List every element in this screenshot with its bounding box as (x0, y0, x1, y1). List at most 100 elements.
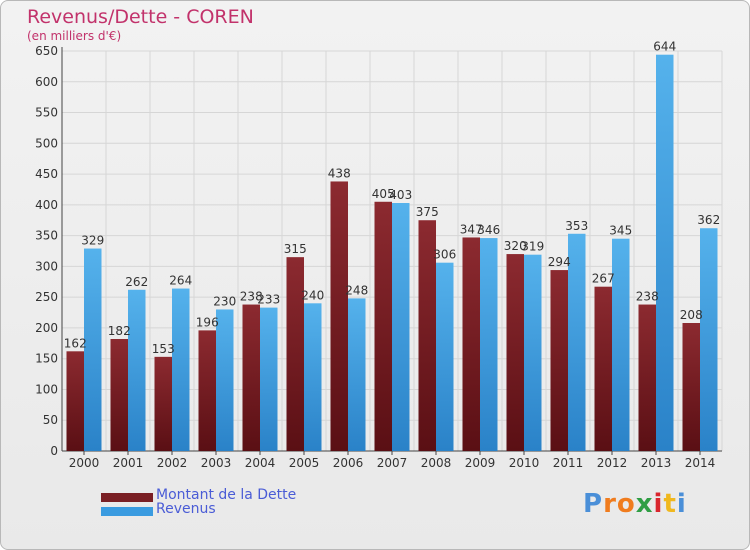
logo-letter: x (635, 489, 654, 519)
x-tick-label: 2009 (465, 456, 496, 470)
x-tick-label: 2001 (113, 456, 144, 470)
x-tick-label: 2012 (597, 456, 628, 470)
bar-dette-2005 (286, 257, 304, 451)
bar-revenus-2006 (348, 298, 366, 451)
y-tick-label: 200 (35, 321, 58, 335)
x-tick-label: 2006 (333, 456, 364, 470)
data-label-revenus: 403 (389, 188, 412, 202)
data-label-dette: 208 (680, 308, 703, 322)
logo-letter: r (603, 489, 617, 519)
bar-dette-2011 (550, 270, 568, 451)
bar-revenus-2000 (84, 248, 102, 451)
bar-dette-2010 (506, 254, 524, 451)
bar-revenus-2007 (392, 203, 410, 451)
y-tick-label: 650 (35, 44, 58, 58)
y-tick-label: 600 (35, 75, 58, 89)
x-tick-label: 2008 (421, 456, 452, 470)
x-tick-label: 2002 (157, 456, 188, 470)
data-label-dette: 182 (108, 324, 131, 338)
data-label-dette: 267 (592, 272, 615, 286)
y-tick-label: 450 (35, 167, 58, 181)
bar-dette-2006 (330, 181, 348, 451)
logo-letter: i (653, 489, 664, 519)
logo-letter: i (676, 489, 687, 519)
data-label-dette: 162 (64, 336, 87, 350)
data-label-revenus: 264 (169, 274, 192, 288)
logo-letter: t (663, 489, 677, 519)
data-label-dette: 315 (284, 242, 307, 256)
y-tick-label: 100 (35, 382, 58, 396)
x-tick-label: 2011 (553, 456, 584, 470)
data-label-dette: 405 (372, 187, 395, 201)
data-label-dette: 196 (196, 315, 219, 329)
bar-revenus-2014 (700, 228, 718, 451)
data-label-dette: 294 (548, 255, 571, 269)
proxiti-logo: Proxiti (583, 489, 687, 519)
data-label-dette: 238 (636, 290, 659, 304)
x-tick-label: 2007 (377, 456, 408, 470)
bar-dette-2012 (594, 286, 612, 451)
bar-dette-2002 (154, 356, 172, 451)
bar-revenus-2002 (172, 288, 190, 451)
data-label-revenus: 362 (697, 213, 720, 227)
legend-label-revenus: Revenus (156, 501, 216, 517)
logo-letter: o (616, 489, 636, 519)
x-tick-label: 2013 (641, 456, 672, 470)
x-tick-label: 2010 (509, 456, 540, 470)
legend-swatch-revenus (101, 507, 153, 516)
legend-swatch-dette (101, 493, 153, 502)
x-tick-label: 2014 (685, 456, 716, 470)
y-tick-label: 550 (35, 106, 58, 120)
data-label-dette: 347 (460, 222, 483, 236)
bar-revenus-2005 (304, 303, 322, 451)
bar-revenus-2011 (568, 233, 586, 451)
y-tick-label: 400 (35, 198, 58, 212)
data-label-revenus: 353 (565, 219, 588, 233)
bar-dette-2004 (242, 304, 260, 451)
data-label-revenus: 346 (477, 223, 500, 237)
y-tick-label: 350 (35, 229, 58, 243)
bar-dette-2007 (374, 201, 392, 451)
bar-dette-2014 (682, 323, 700, 451)
bar-dette-2001 (110, 339, 128, 451)
x-tick-label: 2003 (201, 456, 232, 470)
x-tick-label: 2000 (69, 456, 100, 470)
bar-revenus-2012 (612, 238, 630, 451)
bar-revenus-2003 (216, 309, 234, 451)
bar-revenus-2001 (128, 289, 146, 451)
y-tick-label: 0 (50, 444, 58, 458)
data-label-dette: 375 (416, 205, 439, 219)
bar-dette-2000 (66, 351, 84, 451)
bar-revenus-2013 (656, 54, 674, 451)
bar-revenus-2009 (480, 238, 498, 451)
data-label-revenus: 230 (213, 294, 236, 308)
x-tick-label: 2004 (245, 456, 276, 470)
x-tick-label: 2005 (289, 456, 320, 470)
bar-revenus-2004 (260, 307, 278, 451)
bar-dette-2003 (198, 330, 216, 451)
data-label-dette: 320 (504, 239, 527, 253)
bar-revenus-2010 (524, 254, 542, 451)
y-tick-label: 250 (35, 290, 58, 304)
data-label-revenus: 240 (301, 288, 324, 302)
chart-title: Revenus/Dette - COREN (27, 6, 254, 28)
data-label-dette: 153 (152, 342, 175, 356)
data-label-dette: 238 (240, 290, 263, 304)
tick-labels: 0 50 100 150 200 250 300 350 400 450 500 550 600 650 2… (35, 44, 715, 470)
bar-revenus-2008 (436, 262, 454, 451)
y-tick-label: 150 (35, 352, 58, 366)
chart-subtitle: (en milliers d'€) (27, 29, 122, 43)
bars (66, 54, 718, 451)
bar-dette-2008 (418, 220, 436, 451)
data-label-revenus: 319 (521, 240, 544, 254)
legend-label-dette: Montant de la Dette (156, 487, 297, 503)
y-tick-label: 300 (35, 259, 58, 273)
data-label-revenus: 329 (81, 234, 104, 248)
data-label-revenus: 306 (433, 248, 456, 262)
data-labels: 162 182 153 196 238 315 438 405 375 347 320 294 267 2… (64, 40, 720, 356)
bar-dette-2009 (462, 237, 480, 451)
data-label-revenus: 248 (345, 283, 368, 297)
bar-dette-2013 (638, 304, 656, 451)
